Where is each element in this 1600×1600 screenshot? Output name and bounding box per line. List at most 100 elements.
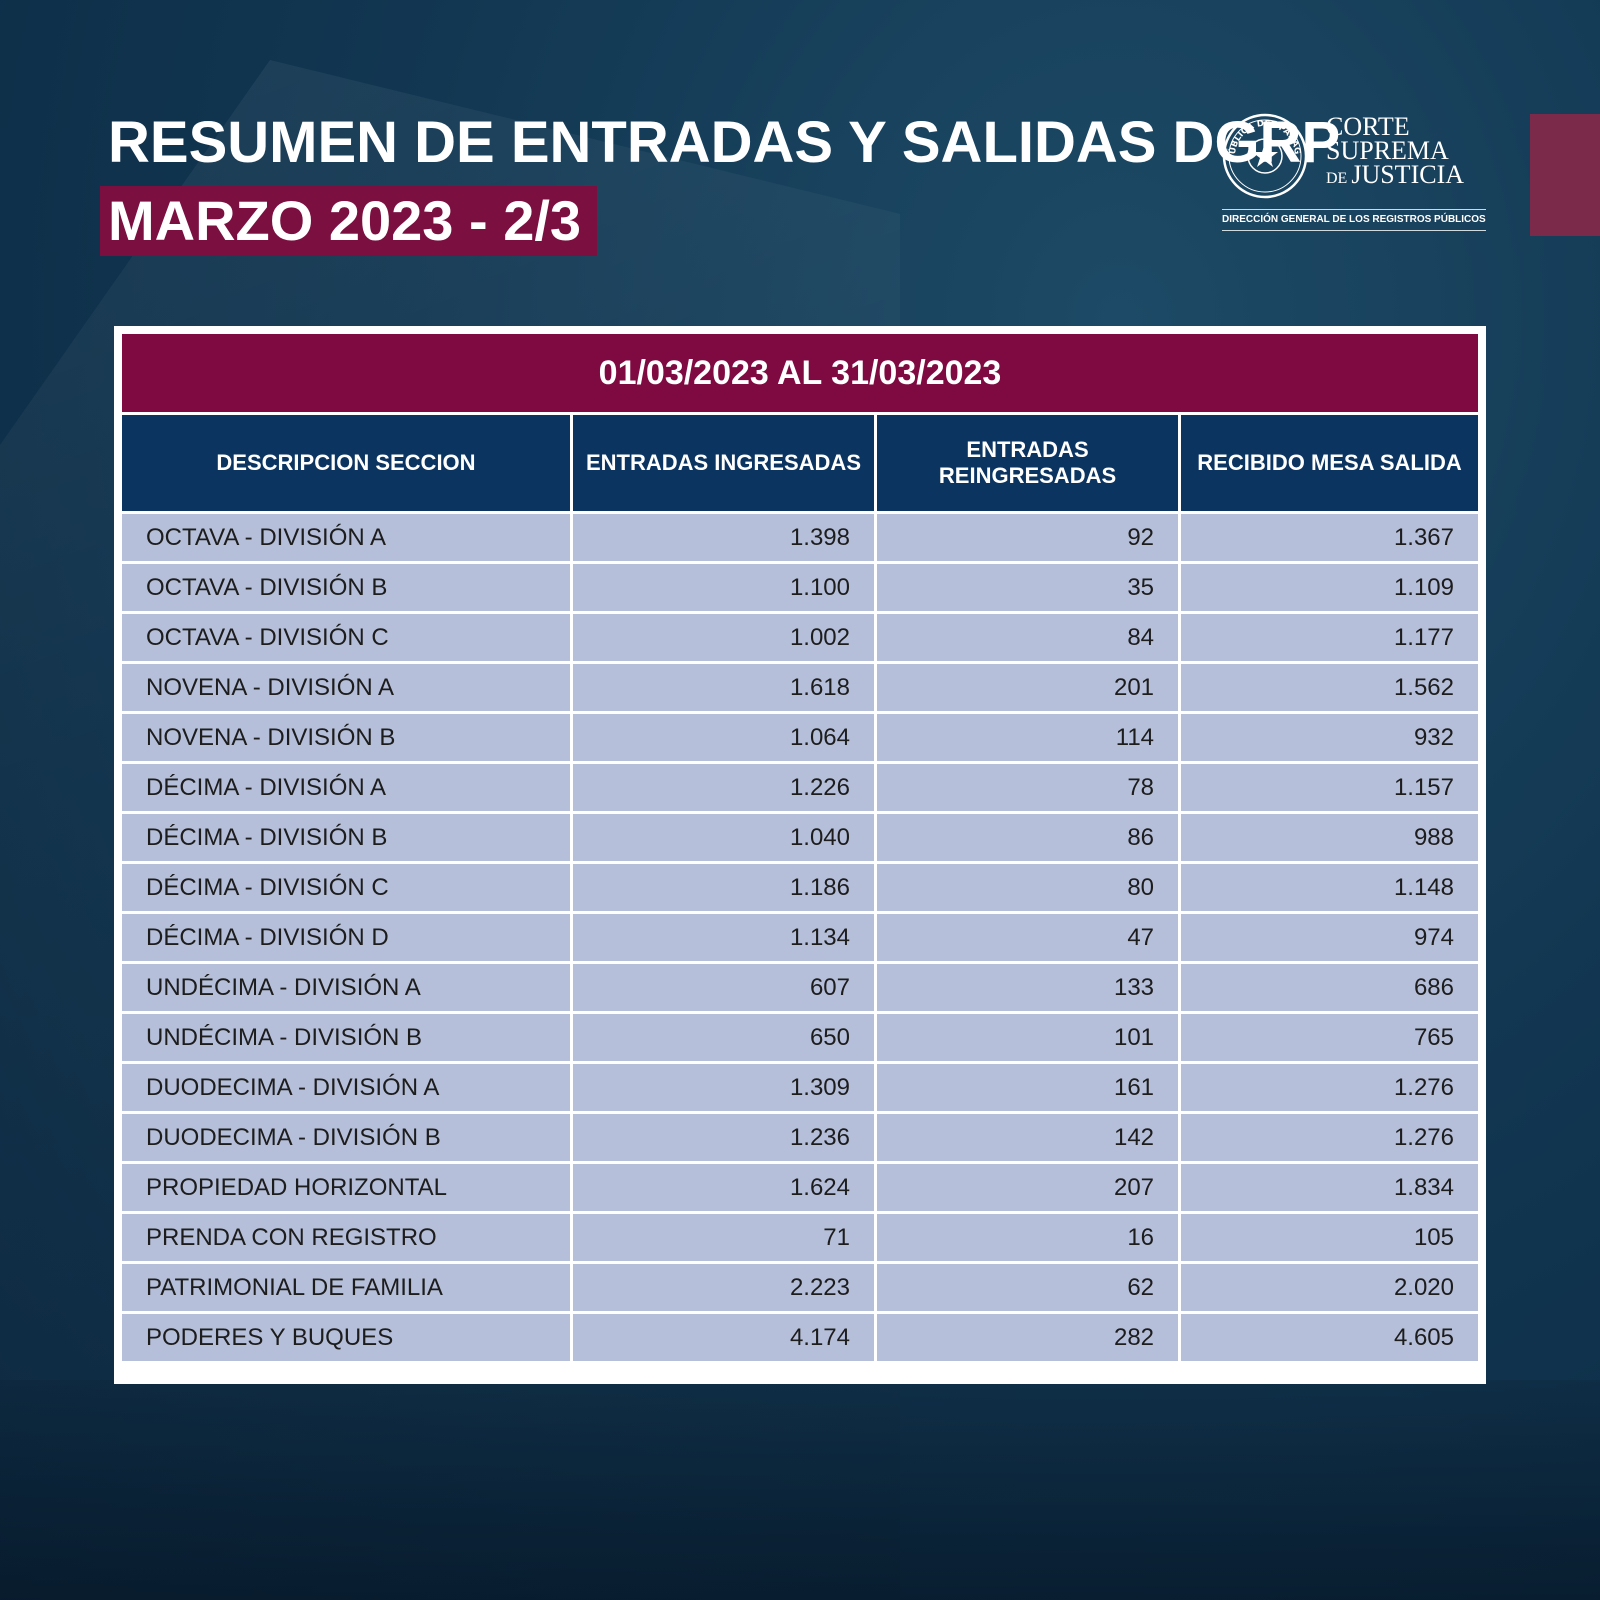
value-cell: 988 (1181, 814, 1478, 864)
value-cell: 1.186 (572, 864, 874, 914)
column-header: RECIBIDO MESA SALIDA (1181, 412, 1478, 514)
org-name-line1: CORTE (1326, 112, 1410, 141)
value-cell: 1.624 (572, 1164, 874, 1214)
value-cell: 4.174 (572, 1314, 874, 1364)
value-cell: 35 (877, 564, 1179, 614)
page-title: RESUMEN DE ENTRADAS Y SALIDAS DGRP (108, 110, 1341, 175)
table-row: PODERES Y BUQUES 4.174 282 4.605 (122, 1314, 1478, 1364)
table-row: PATRIMONIAL DE FAMILIA 2.223 62 2.020 (122, 1264, 1478, 1314)
value-cell: 62 (877, 1264, 1179, 1314)
logo-divider-bottom (1222, 230, 1486, 231)
right-accent-bar (1530, 114, 1600, 236)
logo-divider (1222, 209, 1486, 210)
value-cell: 1.618 (572, 664, 874, 714)
org-department: DIRECCIÓN GENERAL DE LOS REGISTROS PÚBLI… (1222, 214, 1486, 225)
subtitle-banner: MARZO 2023 - 2/3 (100, 186, 598, 256)
value-cell: 80 (877, 864, 1179, 914)
value-cell: 2.223 (572, 1264, 874, 1314)
table-row: NOVENA - DIVISIÓN A 1.618 201 1.562 (122, 664, 1478, 714)
section-description-cell: OCTAVA - DIVISIÓN A (122, 514, 570, 564)
value-cell: 86 (877, 814, 1179, 864)
value-cell: 114 (877, 714, 1179, 764)
value-cell: 4.605 (1181, 1314, 1478, 1364)
section-description-cell: DÉCIMA - DIVISIÓN A (122, 764, 570, 814)
section-description-cell: DÉCIMA - DIVISIÓN D (122, 914, 570, 964)
section-description-cell: PRENDA CON REGISTRO (122, 1214, 570, 1264)
value-cell: 1.177 (1181, 614, 1478, 664)
value-cell: 1.134 (572, 914, 874, 964)
table-row: UNDÉCIMA - DIVISIÓN A 607 133 686 (122, 964, 1478, 1014)
section-description-cell: NOVENA - DIVISIÓN A (122, 664, 570, 714)
section-description-cell: DÉCIMA - DIVISIÓN B (122, 814, 570, 864)
value-cell: 16 (877, 1214, 1179, 1264)
value-cell: 1.276 (1181, 1064, 1478, 1114)
table-row: PRENDA CON REGISTRO 71 16 105 (122, 1214, 1478, 1264)
value-cell: 974 (1181, 914, 1478, 964)
value-cell: 47 (877, 914, 1179, 964)
value-cell: 1.834 (1181, 1164, 1478, 1214)
value-cell: 1.040 (572, 814, 874, 864)
value-cell: 201 (877, 664, 1179, 714)
value-cell: 1.562 (1181, 664, 1478, 714)
section-description-cell: NOVENA - DIVISIÓN B (122, 714, 570, 764)
value-cell: 161 (877, 1064, 1179, 1114)
period-header: 01/03/2023 AL 31/03/2023 (122, 334, 1478, 412)
table-row: DÉCIMA - DIVISIÓN A 1.226 78 1.157 (122, 764, 1478, 814)
value-cell: 207 (877, 1164, 1179, 1214)
value-cell: 1.109 (1181, 564, 1478, 614)
org-name-line3: JUSTICIA (1351, 160, 1464, 189)
value-cell: 1.002 (572, 614, 874, 664)
section-description-cell: PATRIMONIAL DE FAMILIA (122, 1264, 570, 1314)
table-row: DUODECIMA - DIVISIÓN B 1.236 142 1.276 (122, 1114, 1478, 1164)
national-seal-icon: REPÚBLICA DEL PARAGUAY (1222, 113, 1308, 199)
org-name: CORTE SUPREMA DE JUSTICIA (1326, 112, 1464, 191)
value-cell: 686 (1181, 964, 1478, 1014)
value-cell: 765 (1181, 1014, 1478, 1064)
section-description-cell: PROPIEDAD HORIZONTAL (122, 1164, 570, 1214)
seal-text: REPÚBLICA DEL PARAGUAY (1222, 113, 1302, 155)
section-description-cell: DUODECIMA - DIVISIÓN B (122, 1114, 570, 1164)
value-cell: 78 (877, 764, 1179, 814)
value-cell: 1.157 (1181, 764, 1478, 814)
table-row: DÉCIMA - DIVISIÓN C 1.186 80 1.148 (122, 864, 1478, 914)
value-cell: 607 (572, 964, 874, 1014)
section-description-cell: OCTAVA - DIVISIÓN B (122, 564, 570, 614)
section-description-cell: DUODECIMA - DIVISIÓN A (122, 1064, 570, 1114)
value-cell: 101 (877, 1014, 1179, 1064)
value-cell: 932 (1181, 714, 1478, 764)
summary-table-card: 01/03/2023 AL 31/03/2023 DESCRIPCION SEC… (114, 326, 1486, 1384)
org-name-line2: SUPREMA (1326, 136, 1449, 165)
table-row: UNDÉCIMA - DIVISIÓN B 650 101 765 (122, 1014, 1478, 1064)
org-name-line3-wrap: DE JUSTICIA (1326, 160, 1464, 191)
table-body: OCTAVA - DIVISIÓN A 1.398 92 1.367 OCTAVA - … (122, 514, 1478, 1364)
table-header-row: DESCRIPCION SECCION ENTRADAS INGRESADAS … (122, 412, 1478, 514)
table-row: DÉCIMA - DIVISIÓN D 1.134 47 974 (122, 914, 1478, 964)
section-description-cell: OCTAVA - DIVISIÓN C (122, 614, 570, 664)
table-row: PROPIEDAD HORIZONTAL 1.624 207 1.834 (122, 1164, 1478, 1214)
summary-table: DESCRIPCION SECCION ENTRADAS INGRESADAS … (119, 412, 1481, 1364)
table-row: OCTAVA - DIVISIÓN C 1.002 84 1.177 (122, 614, 1478, 664)
value-cell: 1.148 (1181, 864, 1478, 914)
value-cell: 142 (877, 1114, 1179, 1164)
org-name-de: DE (1326, 170, 1348, 187)
value-cell: 2.020 (1181, 1264, 1478, 1314)
background-ground (0, 1380, 1600, 1600)
value-cell: 1.236 (572, 1114, 874, 1164)
section-description-cell: UNDÉCIMA - DIVISIÓN A (122, 964, 570, 1014)
value-cell: 650 (572, 1014, 874, 1064)
page-subtitle: MARZO 2023 - 2/3 (108, 189, 582, 252)
value-cell: 84 (877, 614, 1179, 664)
value-cell: 133 (877, 964, 1179, 1014)
table-row: NOVENA - DIVISIÓN B 1.064 114 932 (122, 714, 1478, 764)
section-description-cell: UNDÉCIMA - DIVISIÓN B (122, 1014, 570, 1064)
section-description-cell: DÉCIMA - DIVISIÓN C (122, 864, 570, 914)
value-cell: 71 (572, 1214, 874, 1264)
column-header: DESCRIPCION SECCION (122, 412, 570, 514)
column-header: ENTRADAS REINGRESADAS (877, 412, 1179, 514)
value-cell: 92 (877, 514, 1179, 564)
table-row: OCTAVA - DIVISIÓN A 1.398 92 1.367 (122, 514, 1478, 564)
value-cell: 282 (877, 1314, 1179, 1364)
institution-logo: REPÚBLICA DEL PARAGUAY CORTE SUPREMA DE … (1222, 113, 1486, 235)
value-cell: 1.309 (572, 1064, 874, 1114)
table-row: DUODECIMA - DIVISIÓN A 1.309 161 1.276 (122, 1064, 1478, 1114)
